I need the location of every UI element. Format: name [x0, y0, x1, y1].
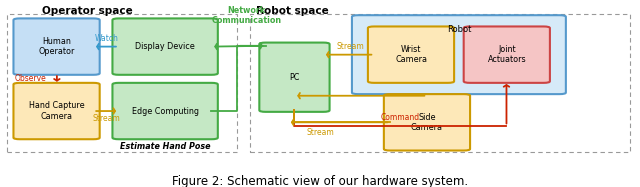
FancyBboxPatch shape: [384, 94, 470, 151]
Text: Stream: Stream: [306, 128, 334, 137]
Text: Estimate Hand Pose: Estimate Hand Pose: [120, 142, 210, 151]
Text: Command: Command: [381, 113, 420, 122]
Text: Side
Camera: Side Camera: [411, 113, 443, 132]
Text: Joint
Actuators: Joint Actuators: [488, 45, 526, 64]
Bar: [7, 14, 237, 152]
Text: Hand Capture
Camera: Hand Capture Camera: [29, 101, 84, 121]
Text: Display Device: Display Device: [135, 42, 195, 51]
Text: PC: PC: [289, 73, 300, 82]
Text: Network
Communication: Network Communication: [211, 6, 282, 25]
Text: Figure 2: Schematic view of our hardware system.: Figure 2: Schematic view of our hardware…: [172, 175, 468, 187]
FancyBboxPatch shape: [352, 15, 566, 94]
Bar: [250, 14, 630, 152]
FancyBboxPatch shape: [113, 83, 218, 139]
FancyBboxPatch shape: [113, 18, 218, 75]
FancyBboxPatch shape: [13, 18, 100, 75]
Text: Human
Operator: Human Operator: [38, 37, 75, 56]
Text: Stream: Stream: [93, 114, 120, 123]
FancyBboxPatch shape: [368, 27, 454, 83]
Text: Wrist
Camera: Wrist Camera: [395, 45, 427, 64]
Text: Stream: Stream: [337, 42, 365, 51]
Text: Robot: Robot: [447, 25, 471, 34]
Text: Robot space: Robot space: [256, 6, 329, 16]
FancyBboxPatch shape: [464, 27, 550, 83]
FancyBboxPatch shape: [13, 83, 100, 139]
Text: Operator space: Operator space: [42, 6, 133, 16]
Text: Watch: Watch: [95, 34, 118, 43]
Text: Edge Computing: Edge Computing: [132, 107, 198, 116]
Text: Observe: Observe: [15, 73, 47, 82]
FancyBboxPatch shape: [259, 43, 330, 112]
